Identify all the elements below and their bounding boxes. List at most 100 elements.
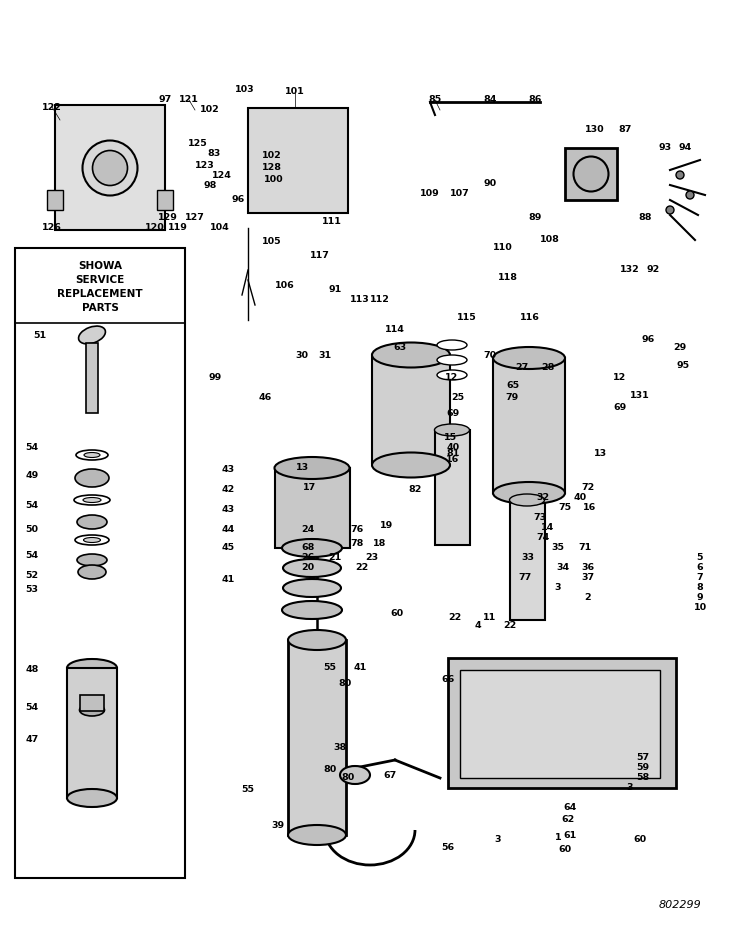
Text: 61: 61 [563,830,577,840]
Ellipse shape [83,538,100,542]
Text: 64: 64 [563,803,577,813]
Text: 90: 90 [484,179,496,187]
FancyBboxPatch shape [55,105,165,230]
Text: 110: 110 [494,243,513,253]
Text: 96: 96 [641,336,655,345]
Text: 22: 22 [448,613,461,623]
Text: 123: 123 [195,160,214,170]
Text: 112: 112 [370,295,390,305]
Ellipse shape [75,469,109,487]
Ellipse shape [437,340,467,350]
Text: 62: 62 [561,816,574,825]
Text: 54: 54 [26,551,38,559]
Text: 103: 103 [236,86,255,94]
Text: 24: 24 [302,526,315,534]
Text: 16: 16 [446,456,460,464]
Text: 22: 22 [356,564,369,572]
Bar [47,190,63,210]
Text: 71: 71 [578,543,592,553]
Text: 105: 105 [262,238,282,246]
Text: 19: 19 [380,520,394,529]
Text: 120: 120 [146,224,165,232]
Bar [67,668,117,798]
Bar [157,190,173,210]
Text: 78: 78 [350,539,364,547]
Text: 80: 80 [323,765,337,774]
Bar [448,658,676,788]
Text: 125: 125 [188,139,208,147]
Text: 35: 35 [551,543,565,553]
FancyBboxPatch shape [565,148,617,200]
Text: 17: 17 [303,484,316,492]
Text: REPLACEMENT: REPLACEMENT [57,289,142,299]
Text: 40: 40 [574,494,586,502]
Text: 107: 107 [450,188,470,198]
Ellipse shape [493,347,565,369]
Ellipse shape [84,453,100,458]
Text: 93: 93 [658,143,671,152]
Text: 54: 54 [26,500,38,510]
Text: 1: 1 [555,833,561,843]
Ellipse shape [80,704,104,716]
Text: 21: 21 [328,554,341,563]
Text: 3: 3 [627,784,633,792]
Text: 5: 5 [697,554,703,563]
Ellipse shape [92,150,128,185]
Ellipse shape [283,559,341,577]
Ellipse shape [372,342,450,367]
Text: 102: 102 [200,105,220,115]
Text: 50: 50 [26,526,38,534]
Text: 41: 41 [221,575,235,584]
Text: 10: 10 [694,604,706,612]
Text: 114: 114 [385,325,405,335]
Text: 82: 82 [408,486,422,495]
Text: 51: 51 [34,331,46,339]
Text: 108: 108 [540,236,560,244]
Text: 4: 4 [475,621,482,629]
Text: 22: 22 [503,621,517,629]
Text: 34: 34 [556,564,569,572]
Text: 57: 57 [637,753,650,762]
Bar [288,640,346,835]
Ellipse shape [77,515,107,529]
Ellipse shape [676,171,684,179]
Text: 129: 129 [158,213,178,223]
Ellipse shape [509,494,544,506]
Text: 128: 128 [262,163,282,172]
Text: 46: 46 [258,393,272,403]
Ellipse shape [437,355,467,365]
Ellipse shape [274,457,350,479]
Text: 49: 49 [26,471,39,479]
Text: 26: 26 [302,554,315,563]
Ellipse shape [434,424,470,436]
Bar [80,695,104,711]
Text: 116: 116 [520,313,540,322]
Text: 56: 56 [442,843,454,853]
Text: 13: 13 [593,448,607,458]
Text: 53: 53 [26,585,38,595]
Text: 41: 41 [353,664,367,673]
Ellipse shape [82,141,137,196]
Text: 80: 80 [338,678,352,688]
Text: 38: 38 [333,744,346,752]
Text: 60: 60 [391,609,404,618]
Bar [15,248,185,878]
Text: 23: 23 [365,554,379,563]
Ellipse shape [288,825,346,845]
Text: 25: 25 [452,392,464,402]
Text: 96: 96 [231,196,244,204]
Text: 76: 76 [350,526,364,534]
Text: 55: 55 [323,664,337,673]
Bar [493,358,565,493]
Text: 94: 94 [678,143,692,152]
Text: 3: 3 [495,835,501,844]
Ellipse shape [372,453,450,477]
Text: 121: 121 [179,95,199,104]
Ellipse shape [79,326,106,344]
Ellipse shape [67,789,117,807]
Text: 99: 99 [209,374,222,382]
Text: 111: 111 [322,217,342,226]
Text: 75: 75 [559,503,572,513]
Text: 8: 8 [697,583,703,593]
Text: 80: 80 [341,774,355,783]
